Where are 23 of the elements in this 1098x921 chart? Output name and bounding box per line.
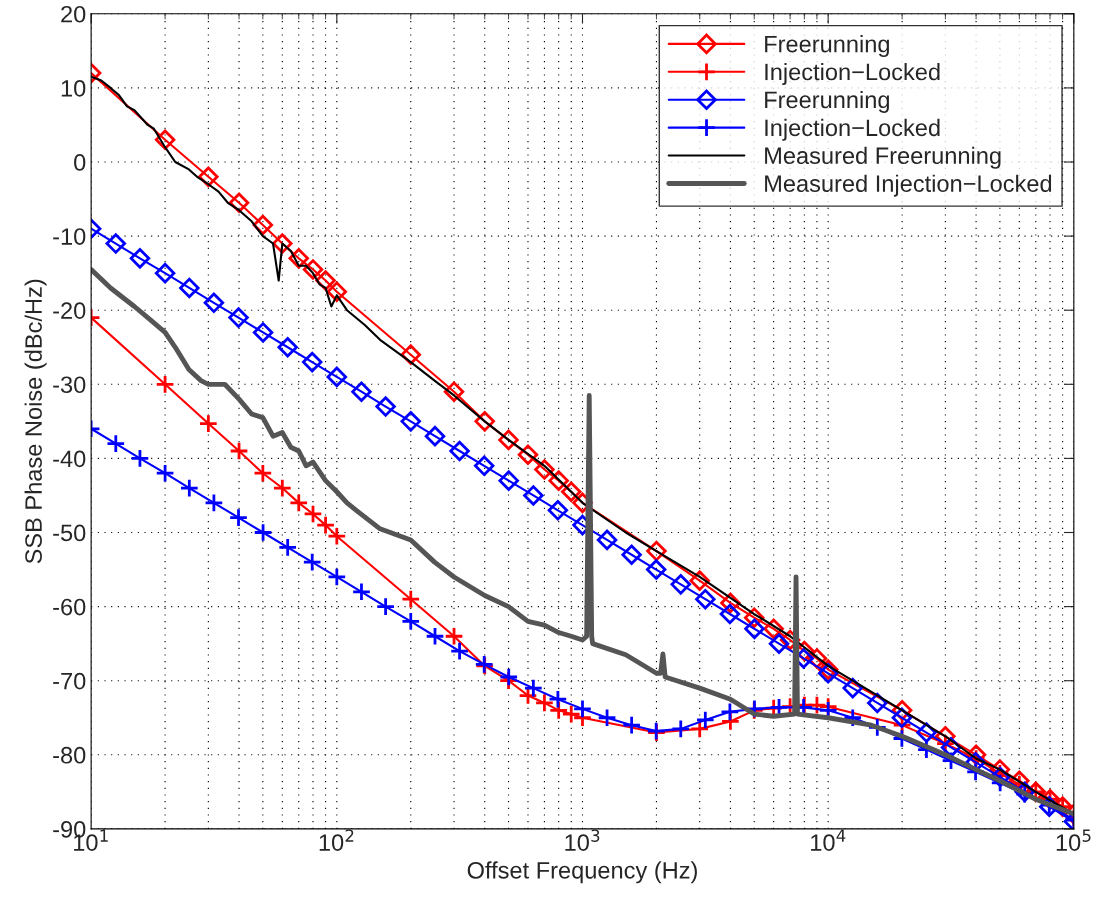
y-tick-label: 20 [61, 5, 86, 23]
y-tick-label: -10 [53, 228, 86, 245]
y-tick-label: -80 [53, 746, 86, 764]
y-tick-label: -60 [53, 598, 86, 616]
legend-label: Measured Injection−Locked [765, 174, 1052, 197]
y-tick-label: 10 [61, 79, 86, 97]
y-tick-label: -20 [53, 302, 86, 319]
legend-label: Injection−Locked [765, 118, 940, 141]
legend-label: Freerunning [765, 90, 889, 113]
y-tick-label: -70 [53, 672, 86, 690]
y-tick-label: -40 [53, 450, 86, 468]
x-tick-label: 10$^{3}$ [565, 829, 600, 851]
y-tick-label: -50 [53, 524, 86, 542]
legend-label: Measured Freerunning [765, 146, 1001, 169]
x-tick-label: 10$^{5}$ [1056, 829, 1091, 851]
legend-label: Injection−Locked [765, 62, 940, 85]
x-axis-title: Offset Frequency (Hz) [467, 861, 697, 884]
x-tick-label: 10$^{4}$ [811, 829, 846, 851]
legend-label: Freerunning [765, 35, 889, 58]
y-tick-label: -30 [53, 376, 86, 394]
y-axis-title: SSB Phase Noise (dBc/Hz) [24, 279, 47, 564]
y-tick-label: 0 [74, 154, 86, 171]
x-tick-label: 10$^{2}$ [319, 829, 354, 851]
